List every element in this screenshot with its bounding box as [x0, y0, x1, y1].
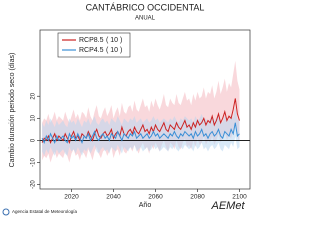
chart-subtitle: ANUAL [135, 16, 156, 22]
legend-label: RCP8.5 [79, 37, 104, 44]
logo: AEMet [210, 200, 245, 212]
y-tick-label: 10 [31, 114, 37, 121]
x-tick-label: 2060 [148, 194, 163, 201]
chart: CANTÁBRICO OCCIDENTAL ANUAL Año Cambio d… [2, 2, 251, 216]
legend-count: ( 10 ) [106, 37, 122, 44]
source: Agencia Estatal de Meteorología [12, 209, 78, 214]
y-tick-label: 20 [31, 92, 37, 99]
legend-label: RCP4.5 [79, 47, 104, 54]
x-axis-label: Año [139, 202, 152, 209]
y-tick-label: -10 [31, 158, 37, 167]
y-tick-label: -20 [31, 180, 37, 189]
series-line [41, 98, 240, 144]
x-tick-label: 2020 [64, 194, 79, 201]
y-axis-label: Cambio duración periodo seco (días) [9, 53, 16, 168]
range-band [42, 107, 240, 156]
legend-box [57, 32, 131, 58]
x-tick-label: 2100 [232, 194, 247, 201]
x-tick-label: 2080 [190, 194, 205, 201]
legend-count: ( 10 ) [106, 47, 122, 54]
chart-title: CANTÁBRICO OCCIDENTAL [86, 2, 205, 12]
plot-frame [39, 29, 251, 190]
x-tick-label: 2040 [106, 194, 121, 201]
source-icon [2, 208, 10, 216]
series-line [41, 122, 240, 144]
y-tick-label: 0 [31, 138, 37, 142]
